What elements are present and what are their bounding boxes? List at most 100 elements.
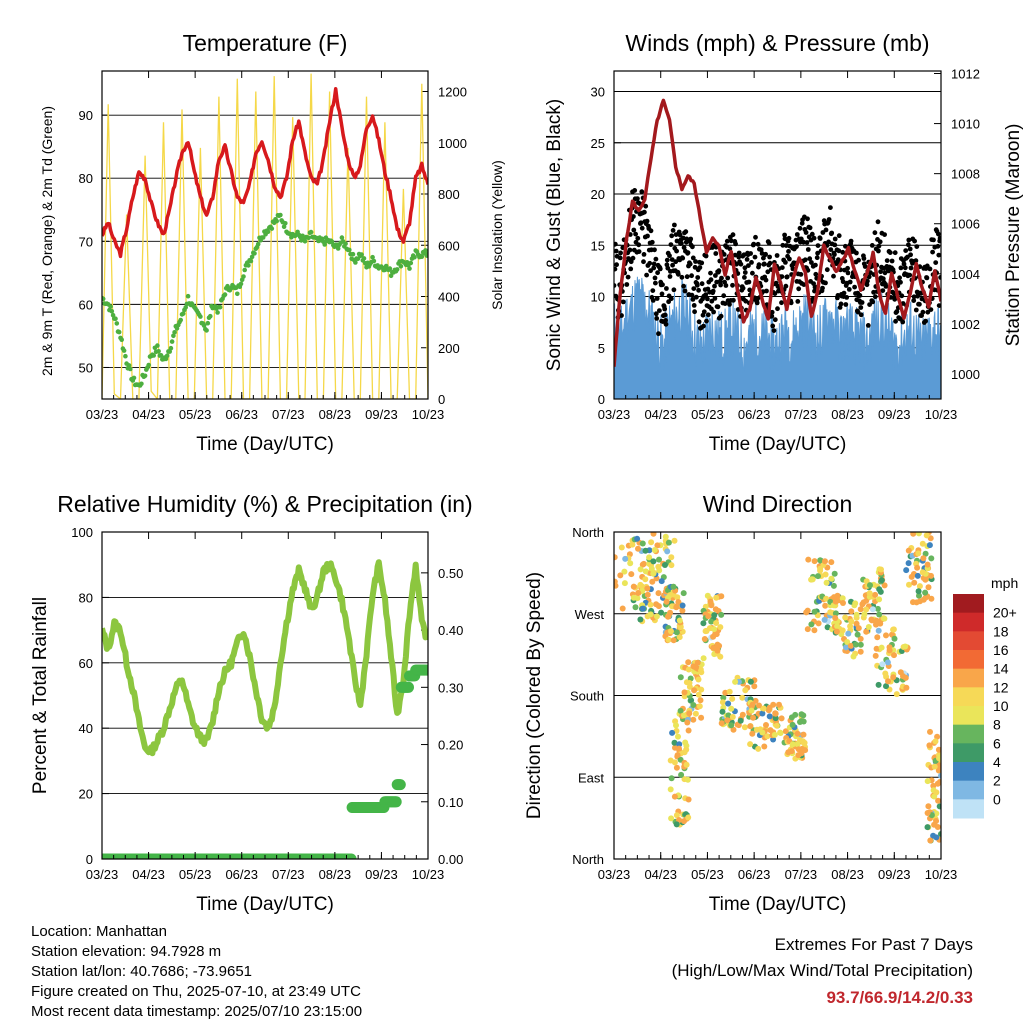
gust-point — [633, 231, 638, 237]
gust-point — [786, 235, 792, 241]
gust-point — [815, 250, 820, 256]
direction-point — [881, 582, 888, 589]
gust-point — [657, 266, 663, 272]
gust-point — [772, 291, 778, 296]
dewpoint-point — [398, 264, 404, 269]
x-tick-label: 09/23 — [878, 867, 911, 882]
gust-point — [878, 269, 883, 275]
direction-point — [676, 745, 682, 752]
x-tick-label: 05/23 — [691, 867, 724, 882]
wind-direction-plot-area — [614, 532, 941, 844]
dewpoint-point — [260, 235, 266, 240]
direction-point — [685, 814, 692, 821]
x-tick-label: 06/23 — [738, 867, 771, 882]
colorbar-swatch — [953, 631, 984, 651]
direction-point — [794, 730, 801, 737]
colorbar-label: 20+ — [993, 605, 1017, 621]
colorbar-swatch — [953, 799, 984, 819]
gust-point — [650, 298, 656, 303]
gust-point — [721, 252, 727, 257]
x-tick-label: 03/23 — [598, 867, 631, 882]
direction-point — [832, 610, 839, 617]
direction-point — [635, 590, 642, 596]
gust-point — [826, 217, 832, 222]
direction-point — [834, 592, 841, 599]
direction-point — [808, 621, 815, 628]
direction-point — [828, 559, 835, 566]
colorbar-label: 16 — [993, 642, 1009, 658]
gust-point — [635, 235, 641, 241]
x-tick-label: 07/23 — [272, 407, 305, 422]
colorbar-swatch — [953, 668, 984, 688]
direction-point — [884, 659, 891, 666]
gust-point — [677, 232, 683, 238]
colorbar-swatch — [953, 743, 984, 763]
panel-0-xlabel: Time (Day/UTC) — [196, 434, 334, 455]
gust-point — [855, 309, 861, 315]
gust-point — [938, 275, 941, 280]
gust-point — [614, 262, 619, 268]
gust-point — [843, 302, 849, 307]
gust-point — [647, 260, 653, 266]
gust-point — [769, 309, 775, 315]
direction-point — [916, 583, 923, 590]
dewpoint-point — [361, 256, 367, 261]
gust-point — [679, 274, 685, 280]
gust-point — [882, 232, 887, 238]
gust-point — [828, 247, 834, 253]
gust-point — [690, 255, 696, 261]
gust-point — [618, 250, 623, 256]
gust-point — [643, 203, 649, 209]
direction-point — [737, 717, 744, 724]
panel-3-title: Wind Direction — [703, 491, 853, 517]
gust-point — [689, 273, 694, 279]
direction-point — [713, 620, 720, 626]
direction-point — [906, 581, 912, 588]
gust-point — [908, 265, 914, 271]
gust-point — [913, 307, 919, 313]
x-tick-label: 08/23 — [319, 867, 352, 882]
direction-point — [698, 714, 705, 721]
gust-point — [635, 196, 640, 202]
gust-point — [694, 282, 700, 288]
gust-point — [710, 288, 716, 294]
precip-point — [403, 681, 414, 693]
gust-point — [844, 295, 850, 300]
direction-point — [650, 532, 657, 537]
direction-point — [698, 686, 705, 693]
x-tick-label: 06/23 — [738, 407, 771, 422]
x-tick-label: 10/23 — [412, 867, 445, 882]
direction-point — [728, 722, 735, 729]
gust-point — [802, 257, 808, 263]
gust-point — [751, 241, 757, 247]
y-tick-label: North — [572, 852, 604, 867]
direction-point — [618, 544, 625, 551]
dewpoint-point — [265, 229, 271, 234]
direction-point — [651, 547, 658, 553]
direction-point — [729, 695, 736, 702]
direction-point — [634, 535, 641, 542]
direction-point — [671, 793, 678, 800]
gust-point — [911, 298, 917, 303]
direction-point — [877, 620, 884, 627]
direction-point — [690, 716, 697, 723]
colorbar-label: 4 — [993, 754, 1001, 770]
direction-point — [730, 726, 737, 733]
dewpoint-point — [215, 310, 220, 315]
direction-point — [878, 566, 884, 573]
gust-point — [693, 259, 698, 264]
gust-point — [936, 252, 941, 258]
direction-point — [635, 545, 641, 552]
x-tick-label: 07/23 — [785, 867, 818, 882]
gust-point — [797, 225, 803, 231]
y-tick-label: 25 — [591, 136, 605, 151]
direction-point — [893, 691, 900, 698]
direction-point — [924, 810, 931, 816]
direction-point — [747, 723, 754, 730]
direction-point — [847, 642, 854, 649]
direction-point — [658, 609, 665, 616]
panel-2-xlabel: Time (Day/UTC) — [196, 894, 334, 915]
gust-point — [861, 256, 867, 261]
gust-point — [667, 274, 673, 279]
